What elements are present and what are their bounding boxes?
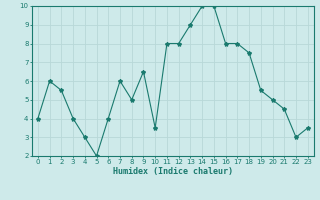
X-axis label: Humidex (Indice chaleur): Humidex (Indice chaleur): [113, 167, 233, 176]
